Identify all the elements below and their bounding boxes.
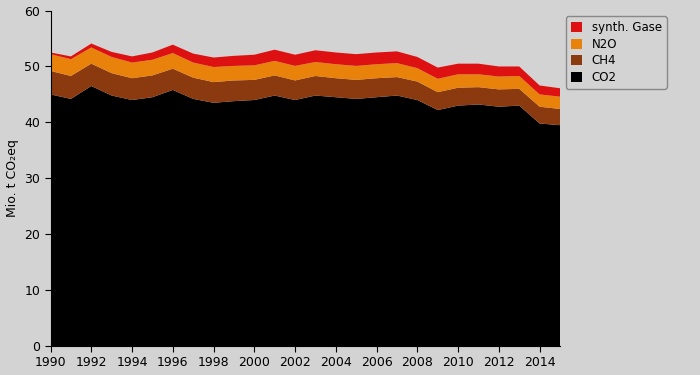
- Y-axis label: Mio. t CO₂eq: Mio. t CO₂eq: [6, 140, 19, 217]
- Legend: synth. Gase, N2O, CH4, CO2: synth. Gase, N2O, CH4, CO2: [566, 16, 666, 88]
